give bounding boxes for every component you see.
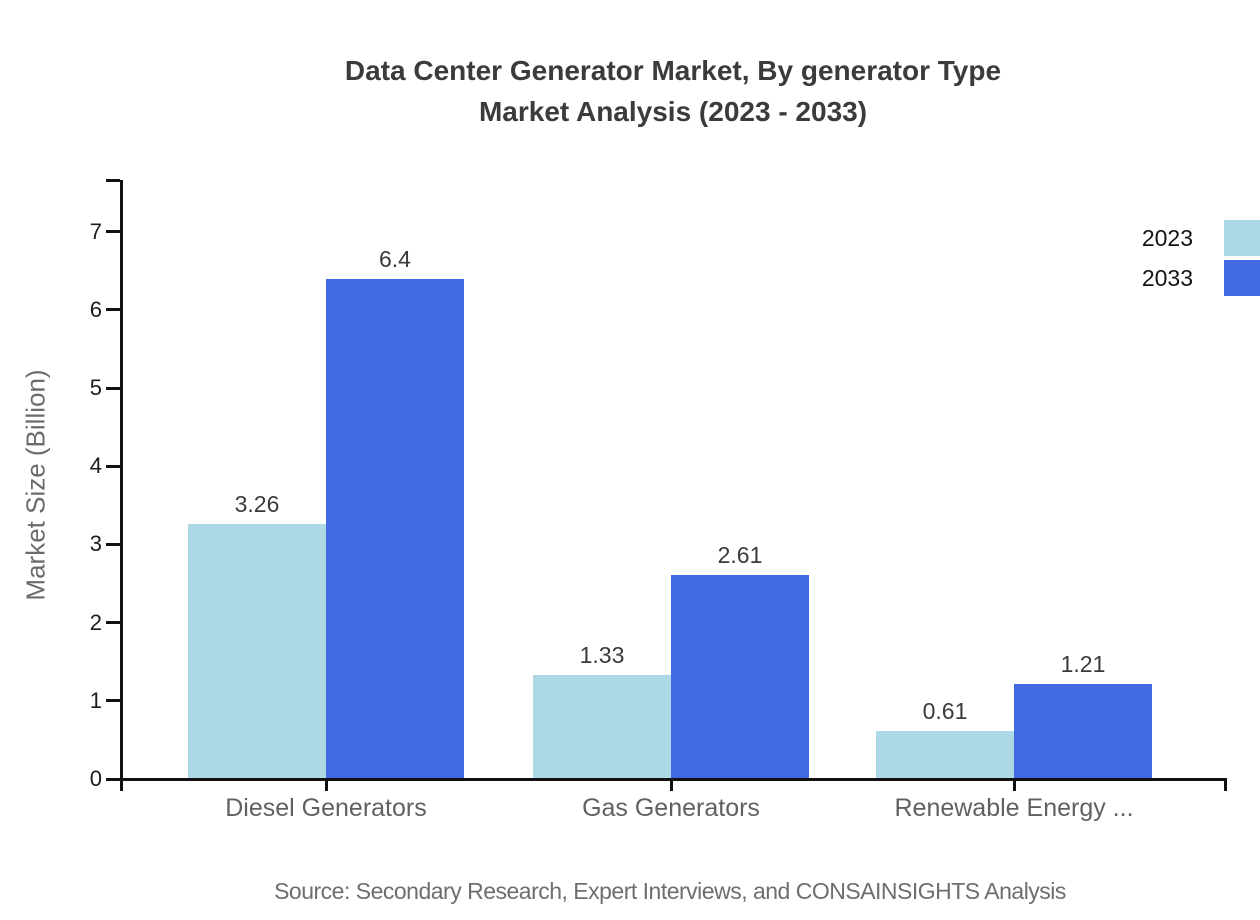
x-tick xyxy=(669,779,673,791)
legend-label-2033: 2033 xyxy=(1141,265,1193,291)
legend-label-2023: 2023 xyxy=(1141,225,1193,251)
y-tick-label: 5 xyxy=(89,375,102,400)
category-label-diesel-generators: Diesel Generators xyxy=(225,794,427,822)
x-tick xyxy=(324,779,328,791)
bar-2033-diesel-generators xyxy=(326,279,464,779)
y-tick xyxy=(106,230,120,234)
category-label-gas-generators: Gas Generators xyxy=(582,794,760,822)
bar-2023-gas-generators xyxy=(533,675,671,779)
y-tick-label: 0 xyxy=(89,766,102,791)
source-note: Source: Secondary Research, Expert Inter… xyxy=(274,878,1066,904)
value-label-2033-renewable-energy: 1.21 xyxy=(1060,651,1106,677)
bar-2023-diesel-generators xyxy=(188,524,326,779)
value-label-2033-diesel-generators: 6.4 xyxy=(379,246,411,272)
legend-swatch-2033 xyxy=(1224,260,1260,296)
y-axis-top-cap xyxy=(106,179,120,182)
y-tick xyxy=(106,386,120,390)
y-tick-label: 4 xyxy=(89,453,102,479)
legend-swatch-2023 xyxy=(1224,220,1260,256)
value-label-2033-gas-generators: 2.61 xyxy=(717,542,763,568)
x-tick xyxy=(1012,779,1016,791)
bar-2033-gas-generators xyxy=(671,575,809,779)
y-tick-label: 7 xyxy=(89,218,102,244)
y-tick xyxy=(106,699,120,703)
chart-title: Data Center Generator Market, By generat… xyxy=(86,50,1260,132)
chart-title-line-2: Market Analysis (2023 - 2033) xyxy=(478,96,868,127)
y-tick-label: 6 xyxy=(89,296,102,322)
y-tick-label: 2 xyxy=(89,609,102,635)
y-tick-label: 1 xyxy=(89,687,102,713)
y-tick xyxy=(106,621,120,625)
value-label-2023-diesel-generators: 3.26 xyxy=(234,491,280,517)
y-tick xyxy=(106,542,120,546)
y-tick xyxy=(106,777,120,781)
y-tick-label: 3 xyxy=(89,531,102,557)
value-label-2023-gas-generators: 1.33 xyxy=(579,642,625,668)
x-axis-end-cap xyxy=(1224,778,1227,791)
y-axis-spine xyxy=(120,180,123,791)
y-tick xyxy=(106,308,120,312)
bar-2023-renewable-energy xyxy=(876,731,1014,779)
x-axis-spine xyxy=(120,778,1227,781)
chart-title-line-1: Data Center Generator Market, By generat… xyxy=(344,55,1002,86)
category-label-renewable-energy: Renewable Energy ... xyxy=(894,794,1134,822)
bar-2033-renewable-energy xyxy=(1014,684,1152,779)
y-tick xyxy=(106,464,120,468)
value-label-2023-renewable-energy: 0.61 xyxy=(922,698,968,724)
